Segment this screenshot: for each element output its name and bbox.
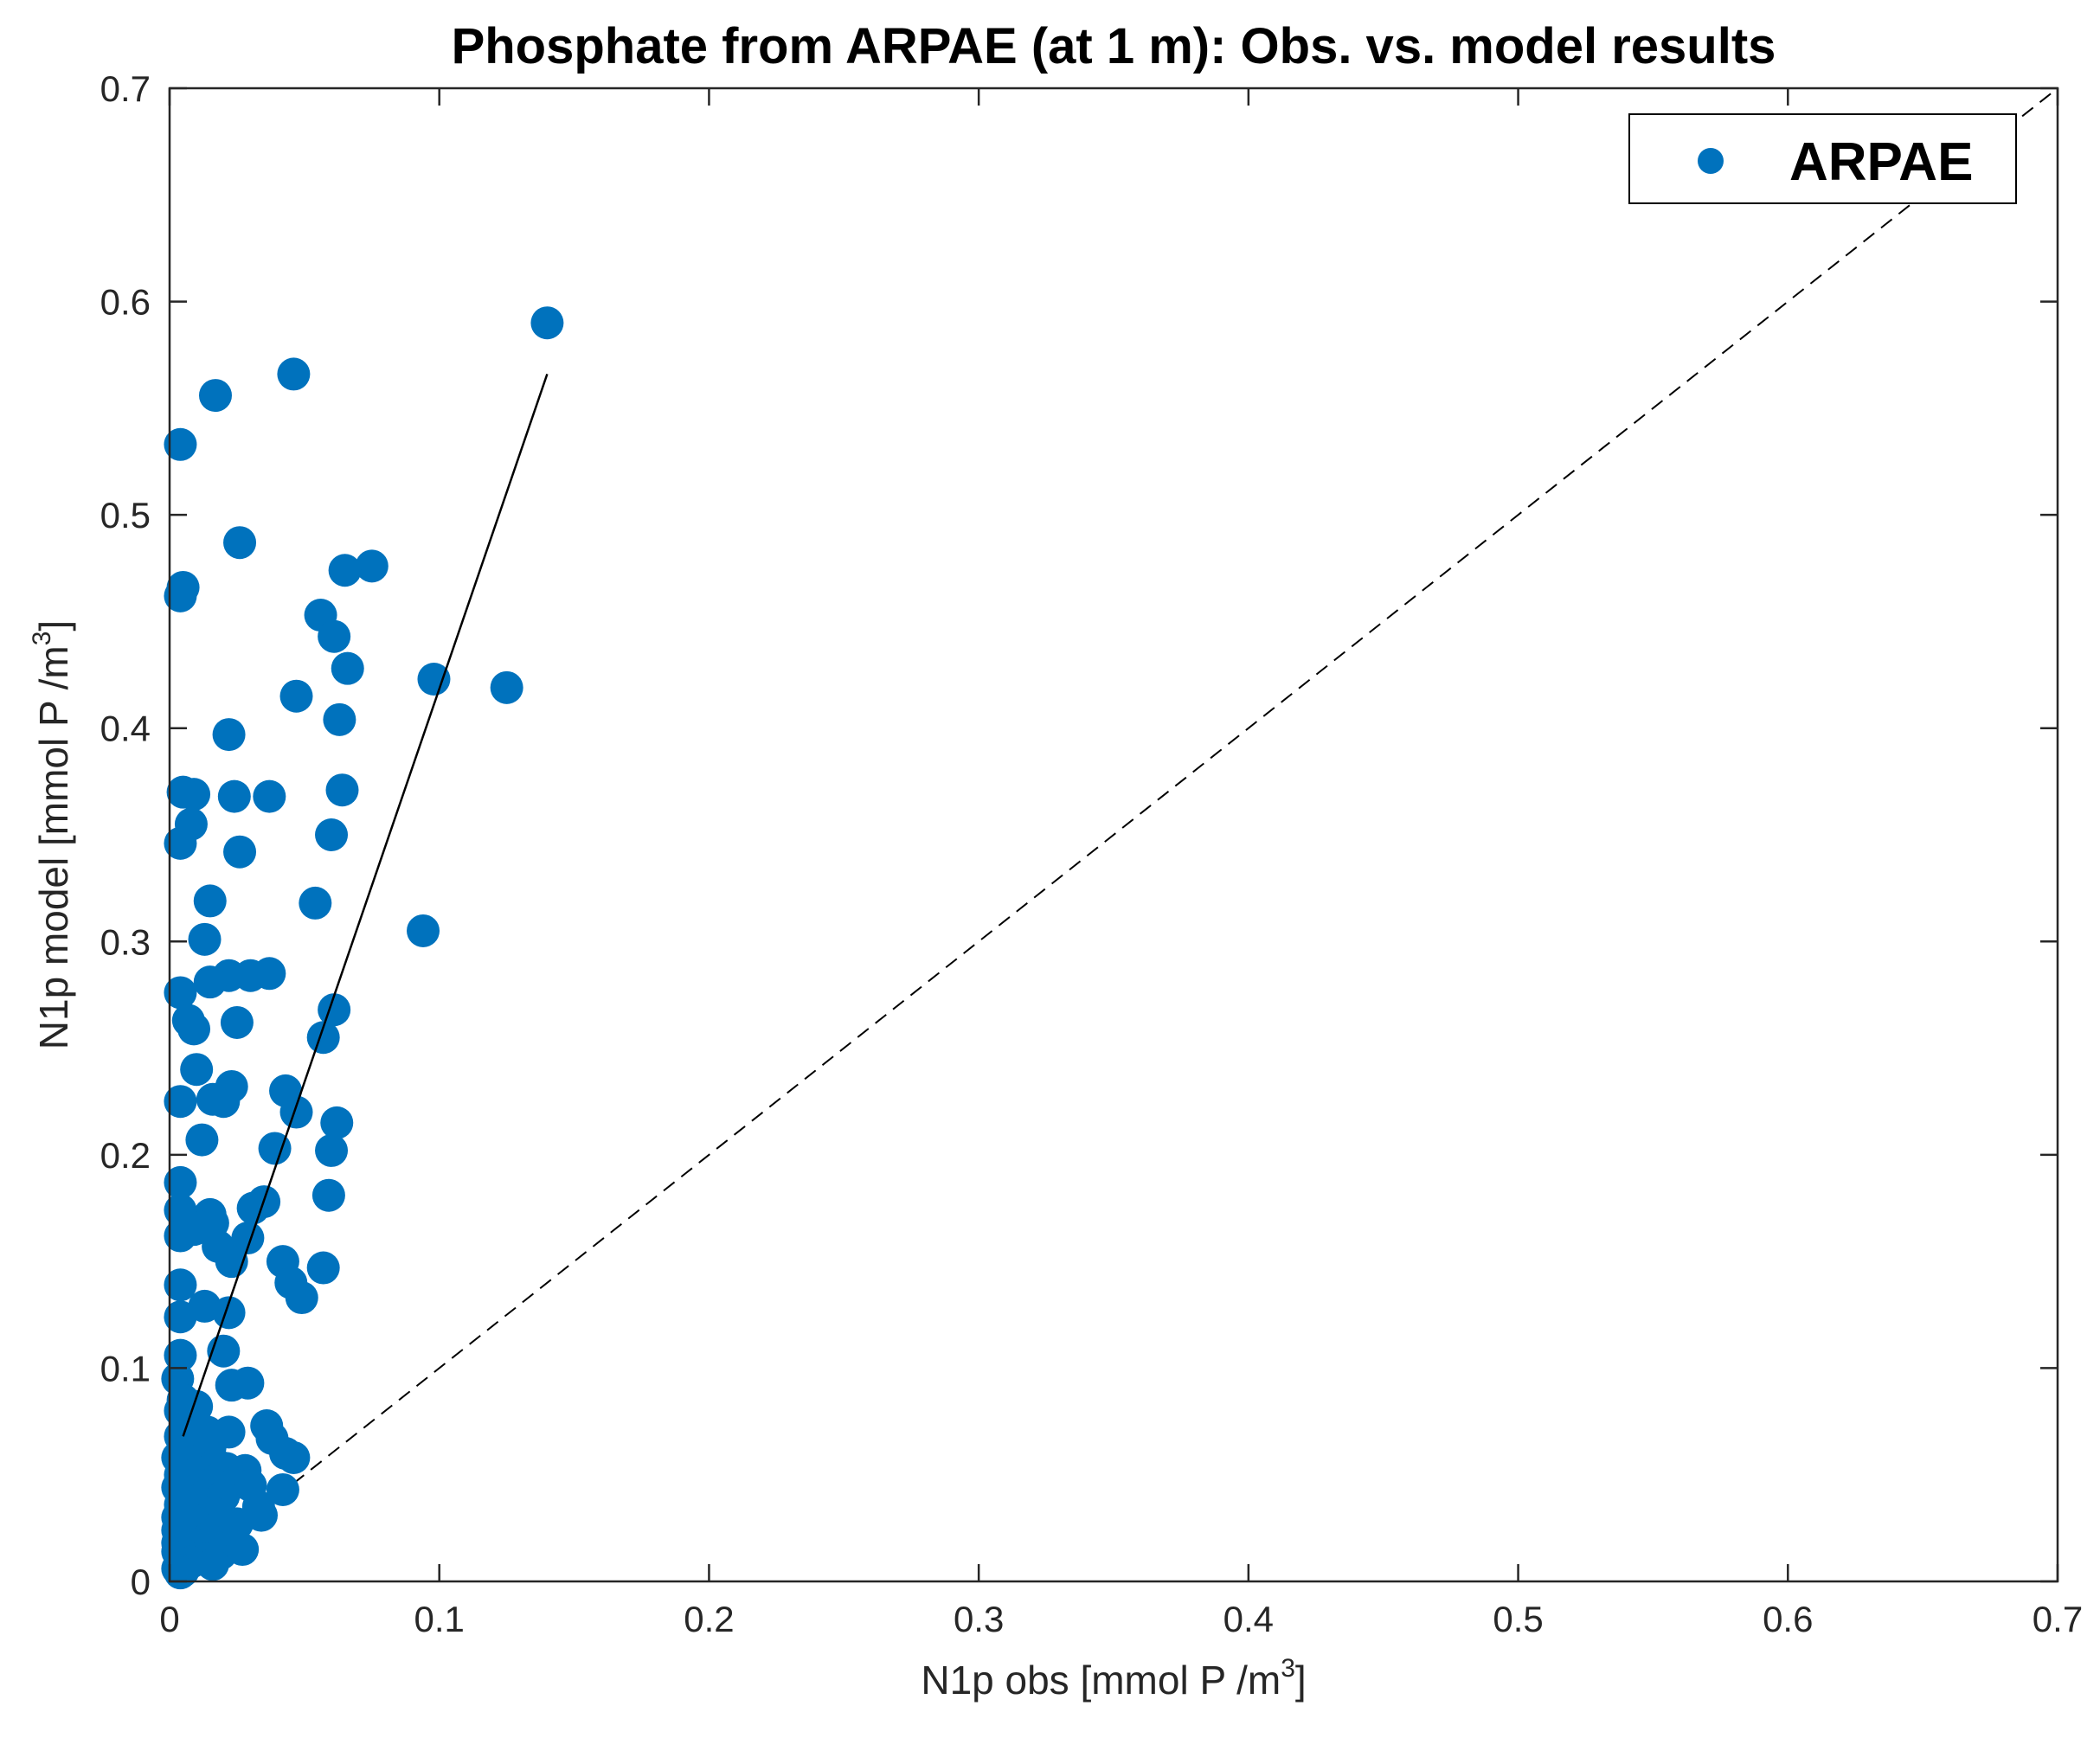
data-point (164, 1165, 197, 1199)
y-tick-label: 0.2 (100, 1135, 151, 1176)
x-tick-label: 0.4 (1223, 1599, 1274, 1639)
data-point (417, 663, 451, 696)
y-tick-label: 0.3 (100, 921, 151, 962)
x-tick-label: 0.7 (2033, 1599, 2083, 1639)
data-point (193, 965, 227, 999)
data-point (231, 1222, 265, 1255)
data-point (220, 1005, 254, 1039)
data-point (164, 579, 197, 612)
data-point (198, 379, 232, 413)
chart-title: Phosphate from ARPAE (at 1 m): Obs. vs. … (452, 18, 1776, 74)
data-point (164, 1300, 197, 1334)
data-point (164, 826, 197, 860)
data-point (328, 554, 362, 587)
x-axis-ticks: 0 0.1 0.2 0.3 0.4 0.5 0.6 0.7 (159, 88, 2083, 1639)
legend-marker-arpae (1698, 148, 1724, 174)
y-tick-label: 0.1 (100, 1348, 151, 1388)
data-point (331, 651, 364, 685)
data-point (177, 778, 211, 811)
x-tick-label: 0.3 (954, 1599, 1004, 1639)
data-point (355, 549, 389, 583)
data-point (193, 884, 227, 918)
data-point (407, 914, 440, 947)
data-point (185, 1123, 219, 1157)
y-tick-label: 0 (131, 1562, 151, 1602)
data-point (212, 718, 246, 752)
x-tick-label: 0.5 (1493, 1599, 1543, 1639)
data-point (277, 1440, 311, 1474)
data-point (244, 1498, 278, 1532)
data-point (177, 1012, 211, 1046)
data-point (164, 1219, 197, 1253)
reference-line-1to1 (169, 87, 2058, 1582)
data-point (306, 1251, 340, 1285)
data-point (325, 773, 359, 807)
data-points (161, 306, 564, 1590)
data-point (311, 1178, 345, 1212)
x-axis-label-tail: ] (1295, 1658, 1307, 1703)
plot-area-frame (168, 87, 2059, 1583)
data-point (164, 427, 197, 461)
x-tick-label: 0 (159, 1599, 179, 1639)
data-point (320, 1106, 354, 1139)
reference-line-group (169, 87, 2058, 1582)
data-point (530, 306, 564, 340)
data-point (164, 1085, 197, 1119)
x-axis-label-superscript: 3 (1281, 1654, 1295, 1683)
data-point (253, 779, 286, 813)
y-axis-label: N1p model [mmol P /m3] (28, 620, 76, 1049)
y-axis-label-superscript: 3 (28, 632, 56, 646)
data-point (323, 702, 356, 736)
y-tick-label: 0.4 (100, 709, 151, 749)
data-point (196, 1548, 229, 1581)
data-point (212, 1296, 246, 1330)
data-point (285, 1281, 318, 1315)
data-point (279, 1095, 313, 1129)
fit-line (182, 374, 549, 1437)
data-point (231, 1366, 265, 1400)
data-point (315, 818, 349, 851)
x-axis-label-text: N1p obs [mmol P /m (921, 1658, 1281, 1703)
data-point (196, 1082, 229, 1116)
x-tick-label: 0.6 (1763, 1599, 1813, 1639)
data-point (164, 976, 197, 1010)
y-axis-ticks: 0 0.1 0.2 0.3 0.4 0.5 0.6 0.7 (100, 68, 2058, 1602)
data-point (277, 357, 311, 391)
data-point (226, 1533, 260, 1567)
data-point (490, 670, 523, 704)
data-point (315, 1133, 349, 1167)
data-point (180, 1053, 214, 1087)
data-point (223, 526, 257, 560)
data-point (234, 959, 267, 992)
y-tick-label: 0.7 (100, 68, 151, 109)
y-axis-label-text: N1p model [mmol P /m (31, 645, 76, 1049)
data-point (223, 835, 257, 869)
data-point (318, 619, 351, 653)
data-point (258, 1132, 292, 1165)
y-tick-label: 0.5 (100, 495, 151, 536)
y-tick-label: 0.6 (100, 282, 151, 323)
data-point (188, 922, 222, 956)
data-point (266, 1472, 299, 1506)
data-point (236, 1191, 270, 1225)
data-point (164, 1268, 197, 1302)
data-point (299, 886, 332, 920)
x-tick-label: 0.2 (684, 1599, 734, 1639)
x-axis-label: N1p obs [mmol P /m3] (921, 1654, 1306, 1703)
legend-box (1628, 113, 2017, 204)
x-tick-label: 0.1 (414, 1599, 465, 1639)
legend: ARPAE (1628, 113, 2017, 204)
fit-line-group (182, 374, 549, 1437)
data-point (279, 679, 313, 713)
y-axis-label-tail: ] (31, 620, 76, 632)
data-point (306, 1021, 340, 1055)
data-point (217, 779, 251, 813)
legend-label-arpae: ARPAE (1789, 132, 1973, 192)
